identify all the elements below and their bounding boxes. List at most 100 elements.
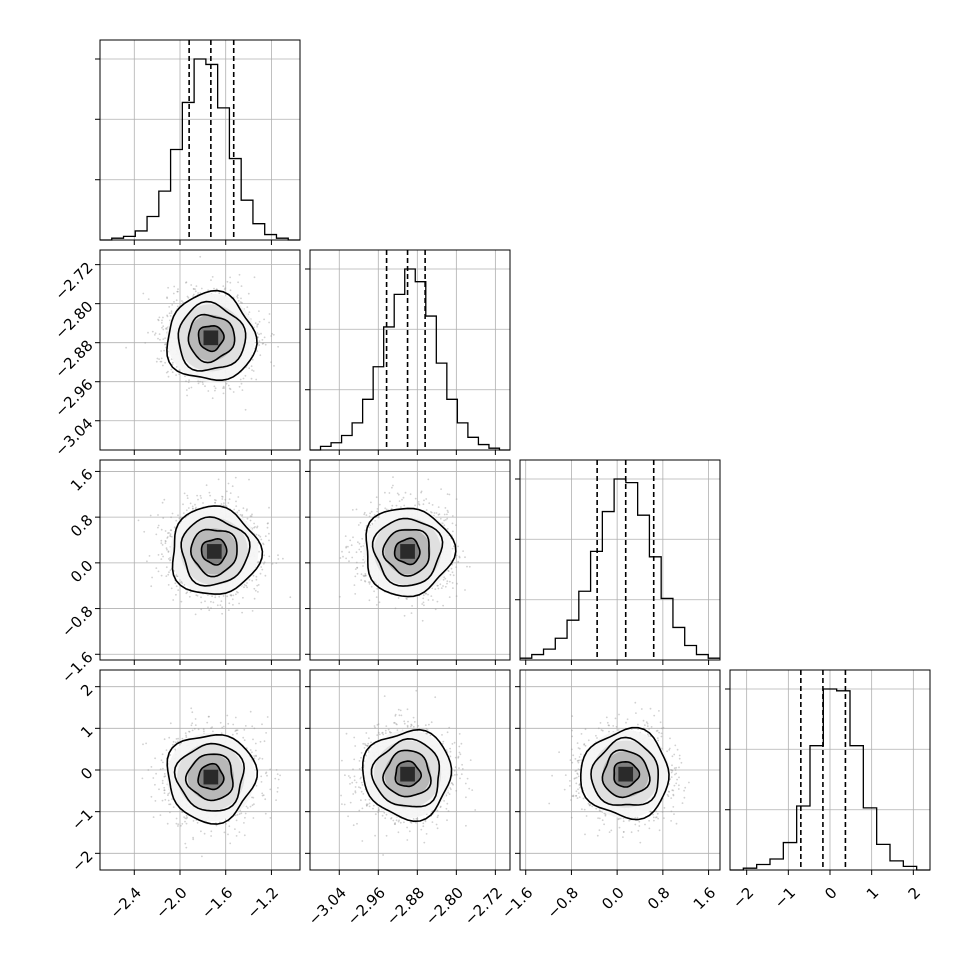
scatter-point: [173, 301, 175, 303]
scatter-point: [181, 300, 183, 302]
scatter-point: [261, 568, 264, 571]
scatter-point: [183, 492, 186, 495]
scatter-point: [159, 338, 161, 341]
scatter-point: [160, 558, 163, 560]
scatter-point: [163, 349, 166, 352]
scatter-point: [168, 532, 170, 534]
scatter-point: [200, 608, 203, 611]
scatter-point: [220, 600, 223, 603]
scatter-point: [255, 575, 258, 578]
scatter-point: [213, 385, 216, 388]
scatter-point: [157, 514, 159, 516]
scatter-point: [170, 516, 173, 519]
scatter-point: [188, 387, 191, 390]
scatter-point: [240, 382, 243, 385]
scatter-point: [200, 287, 203, 290]
scatter-point: [365, 525, 368, 527]
scatter-point: [223, 387, 226, 389]
scatter-point: [273, 365, 275, 367]
scatter-point: [173, 526, 176, 528]
scatter-point: [157, 526, 159, 529]
scatter-point: [160, 528, 163, 531]
scatter-point: [216, 604, 219, 607]
panel-inner: [100, 460, 300, 660]
scatter-point: [187, 296, 190, 299]
scatter-point: [235, 590, 238, 593]
scatter-point: [166, 315, 169, 318]
scatter-point: [175, 585, 178, 588]
scatter-point: [261, 342, 264, 345]
scatter-point: [125, 346, 127, 349]
scatter-point: [201, 381, 204, 384]
scatter-point: [164, 540, 167, 542]
scatter-point: [160, 542, 163, 544]
scatter-point: [229, 492, 232, 494]
scatter-point: [253, 526, 255, 529]
scatter-point: [162, 555, 165, 558]
scatter-point: [233, 508, 236, 511]
scatter-point: [165, 575, 168, 577]
scatter-point: [262, 342, 265, 345]
scatter-point: [425, 592, 427, 595]
scatter-point: [243, 584, 246, 586]
panel-inner: [100, 250, 300, 450]
histogram-param-3: [725, 669, 931, 871]
scatter-point: [174, 582, 177, 585]
scatter-point: [272, 333, 275, 336]
scatter-point: [160, 357, 163, 360]
contour-line: [171, 505, 264, 595]
scatter-point: [345, 557, 347, 560]
scatter-point: [162, 316, 164, 319]
scatter-point: [341, 550, 343, 553]
scatter-point: [457, 560, 460, 563]
scatter-point: [194, 503, 196, 506]
scatter-point: [455, 554, 458, 557]
scatter-point: [194, 288, 197, 290]
scatter-point: [363, 511, 366, 514]
scatter-point: [365, 514, 368, 516]
scatter-point: [227, 482, 230, 485]
scatter-point: [170, 529, 173, 532]
scatter-point: [364, 580, 366, 582]
scatter-point: [261, 339, 264, 341]
scatter-point: [170, 312, 173, 314]
scatter-point: [256, 324, 259, 326]
scatter-point: [237, 496, 240, 498]
scatter-point: [166, 548, 168, 551]
scatter-point: [240, 297, 242, 300]
scatter-point: [253, 587, 256, 590]
scatter-point: [427, 599, 430, 601]
scatter-point: [258, 320, 261, 323]
scatter-point: [253, 597, 256, 600]
scatter-point: [161, 544, 164, 546]
scatter-point: [246, 582, 248, 584]
scatter-point: [194, 613, 197, 616]
scatter-point: [193, 288, 195, 290]
histogram-param-0: [95, 39, 301, 241]
scatter-point: [175, 593, 177, 596]
scatter-point: [160, 322, 163, 324]
scatter-point: [192, 507, 194, 510]
scatter-point: [172, 599, 175, 601]
scatter-point: [199, 255, 202, 258]
scatter-point: [248, 311, 251, 314]
contour-line: [189, 528, 238, 578]
scatter-point: [385, 508, 388, 511]
pair-panel-0-1: [99, 249, 301, 451]
scatter-point: [241, 302, 243, 304]
scatter-point: [373, 590, 375, 593]
panel-frame: [99, 39, 301, 241]
scatter-point: [444, 507, 447, 509]
scatter-point: [200, 596, 202, 599]
scatter-point: [222, 285, 225, 287]
scatter-point: [194, 507, 197, 510]
scatter-point: [251, 579, 254, 582]
scatter-point: [394, 607, 397, 610]
scatter-point: [199, 292, 202, 294]
scatter-point: [222, 504, 225, 507]
scatter-point: [164, 343, 166, 346]
scatter-point: [260, 332, 262, 335]
scatter-point: [169, 529, 172, 531]
scatter-point: [256, 332, 259, 334]
